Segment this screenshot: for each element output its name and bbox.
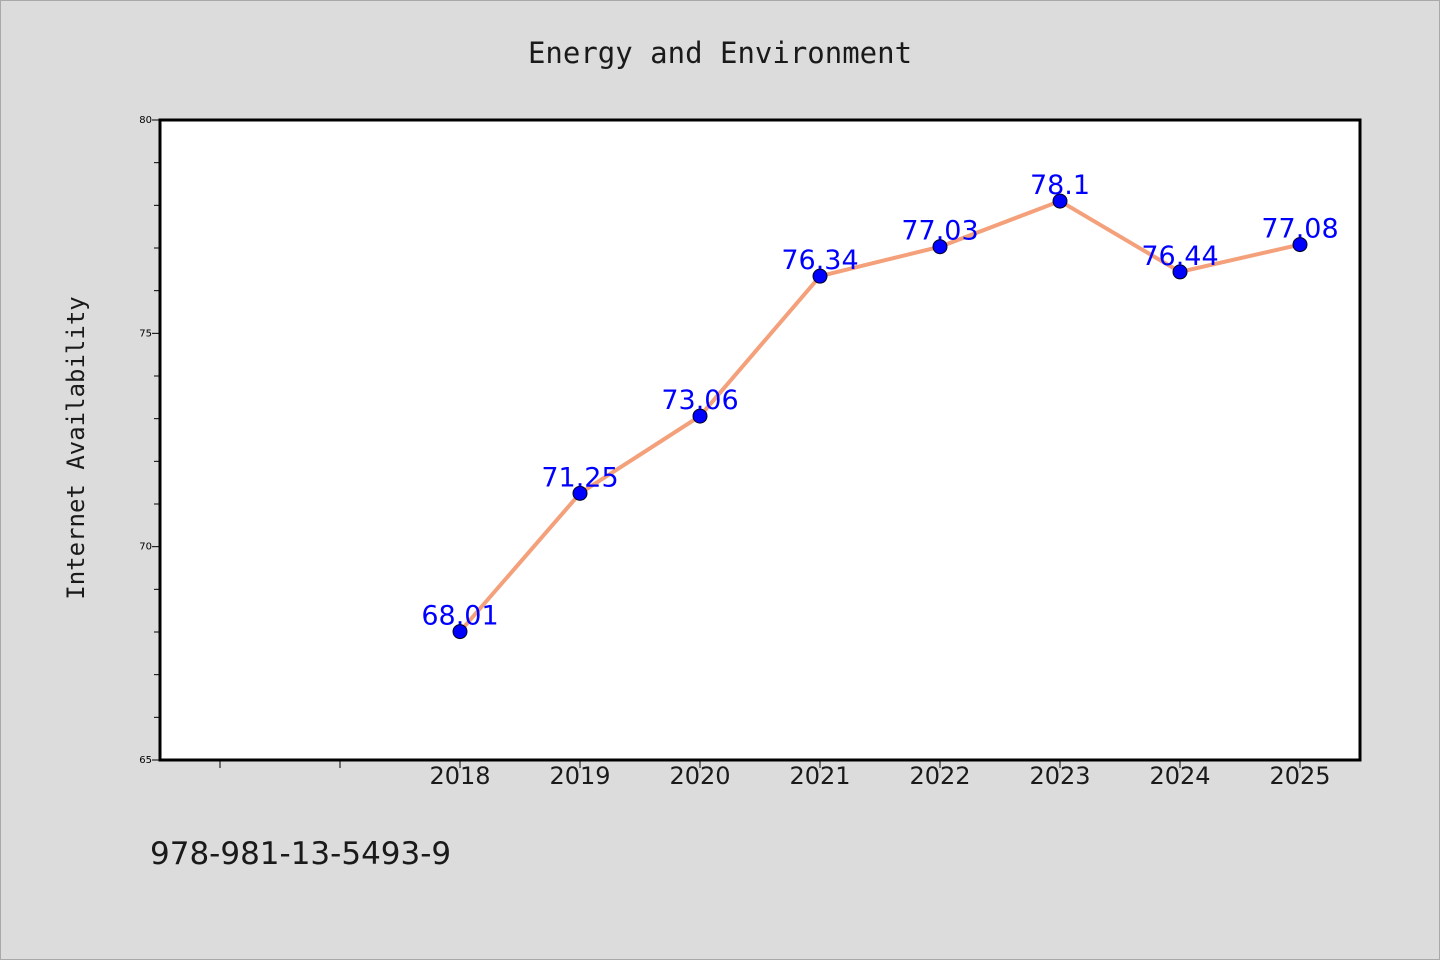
x-tick-label: 2019 [549, 762, 610, 790]
data-label: 76.34 [781, 245, 858, 276]
data-point [1292, 237, 1308, 253]
y-axis-label: Internet Availability [62, 296, 90, 599]
x-tick-label: 2025 [1269, 762, 1330, 790]
plot-area [158, 118, 1362, 762]
data-point [1172, 264, 1188, 280]
data-point [452, 624, 468, 640]
y-tick-label: 80 [139, 115, 152, 126]
data-point [932, 239, 948, 255]
x-tick-label: 2023 [1029, 762, 1090, 790]
y-tick-label: 70 [139, 542, 152, 553]
x-axis: 2018 2019 2020 2021 2022 2023 2024 2025 [219, 760, 1331, 790]
data-label: 71.25 [541, 462, 618, 493]
data-label: 77.03 [901, 216, 978, 247]
data-label: 68.01 [421, 601, 498, 632]
series-line [458, 199, 1301, 633]
y-axis: 65 70 75 80 [139, 115, 160, 766]
data-label: 78.1 [1030, 170, 1090, 201]
x-tick-label: 2024 [1149, 762, 1210, 790]
chart-title: Energy and Environment [528, 36, 912, 70]
x-tick-label: 2021 [789, 762, 850, 790]
data-point [572, 485, 588, 501]
data-label: 77.08 [1261, 214, 1338, 245]
footer-text: 978-981-13-5493-9 [150, 836, 451, 872]
y-tick-label: 65 [139, 755, 152, 766]
series-layer: 68.01 71.25 73.06 76.34 77.03 78.1 76.44 77.08 [421, 170, 1339, 640]
y-tick-label: 75 [139, 328, 152, 339]
x-tick-label: 2020 [669, 762, 730, 790]
data-point [692, 408, 708, 424]
data-point [812, 268, 828, 284]
data-label: 76.44 [1141, 241, 1218, 272]
x-tick-label: 2018 [429, 762, 490, 790]
data-point [1052, 193, 1068, 209]
x-tick-label: 2022 [909, 762, 970, 790]
data-label: 73.06 [661, 385, 738, 416]
